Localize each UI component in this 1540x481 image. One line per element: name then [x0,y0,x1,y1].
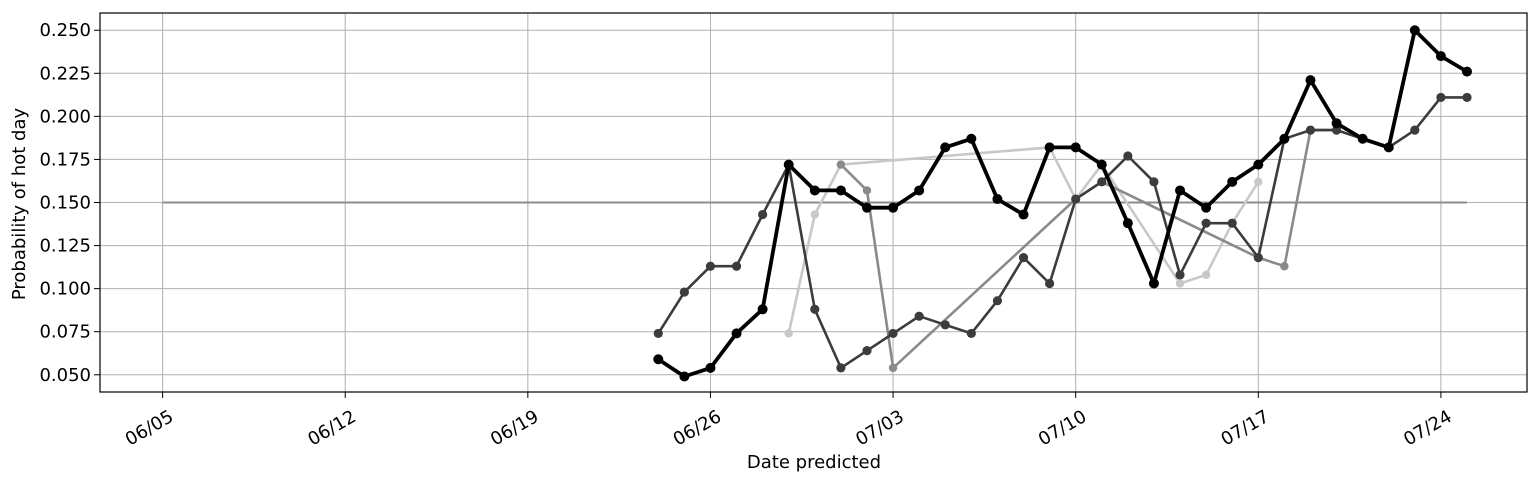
data-point [1097,177,1107,187]
data-point [1201,202,1212,213]
x-tick-label: 06/19 [487,406,542,450]
data-point [861,202,872,213]
data-point [757,304,768,315]
data-point [1122,218,1133,229]
data-point [758,209,768,220]
data-point [1357,133,1368,144]
data-point [809,185,820,196]
data-point [914,185,925,196]
data-point [992,296,1003,306]
data-point [653,328,663,339]
data-point [1383,142,1394,153]
data-point [1305,125,1316,135]
data-point [966,133,977,144]
data-point [810,210,820,219]
data-point [1201,218,1211,228]
data-point [966,328,976,339]
data-point [888,363,898,373]
data-point [783,159,794,170]
y-axis-title: Probability of hot day [9,108,30,301]
y-tick-label: 0.075 [39,322,91,343]
x-tick-label: 06/12 [304,406,359,450]
data-point [1227,218,1237,228]
data-point [1409,25,1420,36]
series-2 [836,125,1341,373]
data-point [1227,176,1238,187]
series-line [657,96,1467,370]
data-point [888,202,899,213]
y-tick-label: 0.050 [39,365,91,386]
data-point [888,328,898,339]
series-3 [653,92,1472,373]
data-point [1462,92,1472,103]
series-4 [653,25,1472,382]
y-axis-ticks: 0.050 0.075 0.100 0.125 0.150 0.175 0.200 0.225… [39,20,100,386]
data-point [679,371,690,382]
data-point [1253,253,1263,263]
series-line [787,146,1260,334]
data-point [940,142,951,153]
data-point [1410,125,1420,135]
data-point [784,329,793,338]
x-tick-label: 06/05 [122,406,177,450]
x-tick-label: 07/10 [1035,406,1090,450]
data-point [836,363,846,373]
x-tick-label: 07/03 [852,406,907,450]
data-point [1254,177,1263,187]
data-point [1018,209,1029,220]
data-point [1331,125,1342,135]
x-tick-label: 07/24 [1400,406,1455,450]
data-point [992,194,1003,205]
data-point [1123,151,1133,161]
x-tick-label: 07/17 [1217,406,1272,450]
series-layer [653,25,1472,382]
y-tick-label: 0.200 [39,106,91,127]
x-axis-ticks: 06/05 06/12 06/19 06/26 07/03 07/10 07/17 07/24 [122,392,1456,450]
data-point [862,346,872,356]
data-point [1044,142,1055,153]
y-tick-label: 0.250 [39,20,91,41]
data-point [1148,278,1159,289]
data-point [731,328,742,339]
data-point [1149,177,1159,187]
data-point [1175,185,1186,196]
data-point [653,354,664,365]
data-point [1435,51,1446,62]
data-point [1201,270,1211,280]
data-point [1070,142,1081,153]
data-point [1279,133,1290,144]
data-point [1436,92,1446,103]
x-tick-label: 06/26 [670,406,725,450]
data-point [1175,270,1185,280]
data-point [1305,75,1316,86]
series-line [657,28,1468,379]
y-tick-label: 0.100 [39,279,91,300]
data-point [731,261,742,271]
data-point [1096,159,1107,170]
data-point [862,186,872,195]
data-point [1253,159,1264,170]
data-point [1071,194,1081,204]
data-point [940,320,950,330]
data-point [810,304,820,314]
x-axis-title: Date predicted [747,452,881,473]
y-tick-label: 0.175 [39,149,91,170]
data-point [914,311,924,321]
y-tick-label: 0.225 [39,63,91,84]
data-point [836,160,846,169]
series-1 [784,143,1263,338]
data-point [1018,253,1029,263]
y-tick-label: 0.125 [39,236,91,257]
data-point [679,287,689,297]
data-point [1461,66,1472,77]
data-point [1044,278,1055,289]
data-point [1331,118,1342,129]
y-tick-label: 0.150 [39,193,91,214]
data-point [705,362,716,373]
data-point [835,185,846,196]
data-point [1280,262,1289,271]
data-point [705,261,716,271]
data-point [1175,279,1185,288]
